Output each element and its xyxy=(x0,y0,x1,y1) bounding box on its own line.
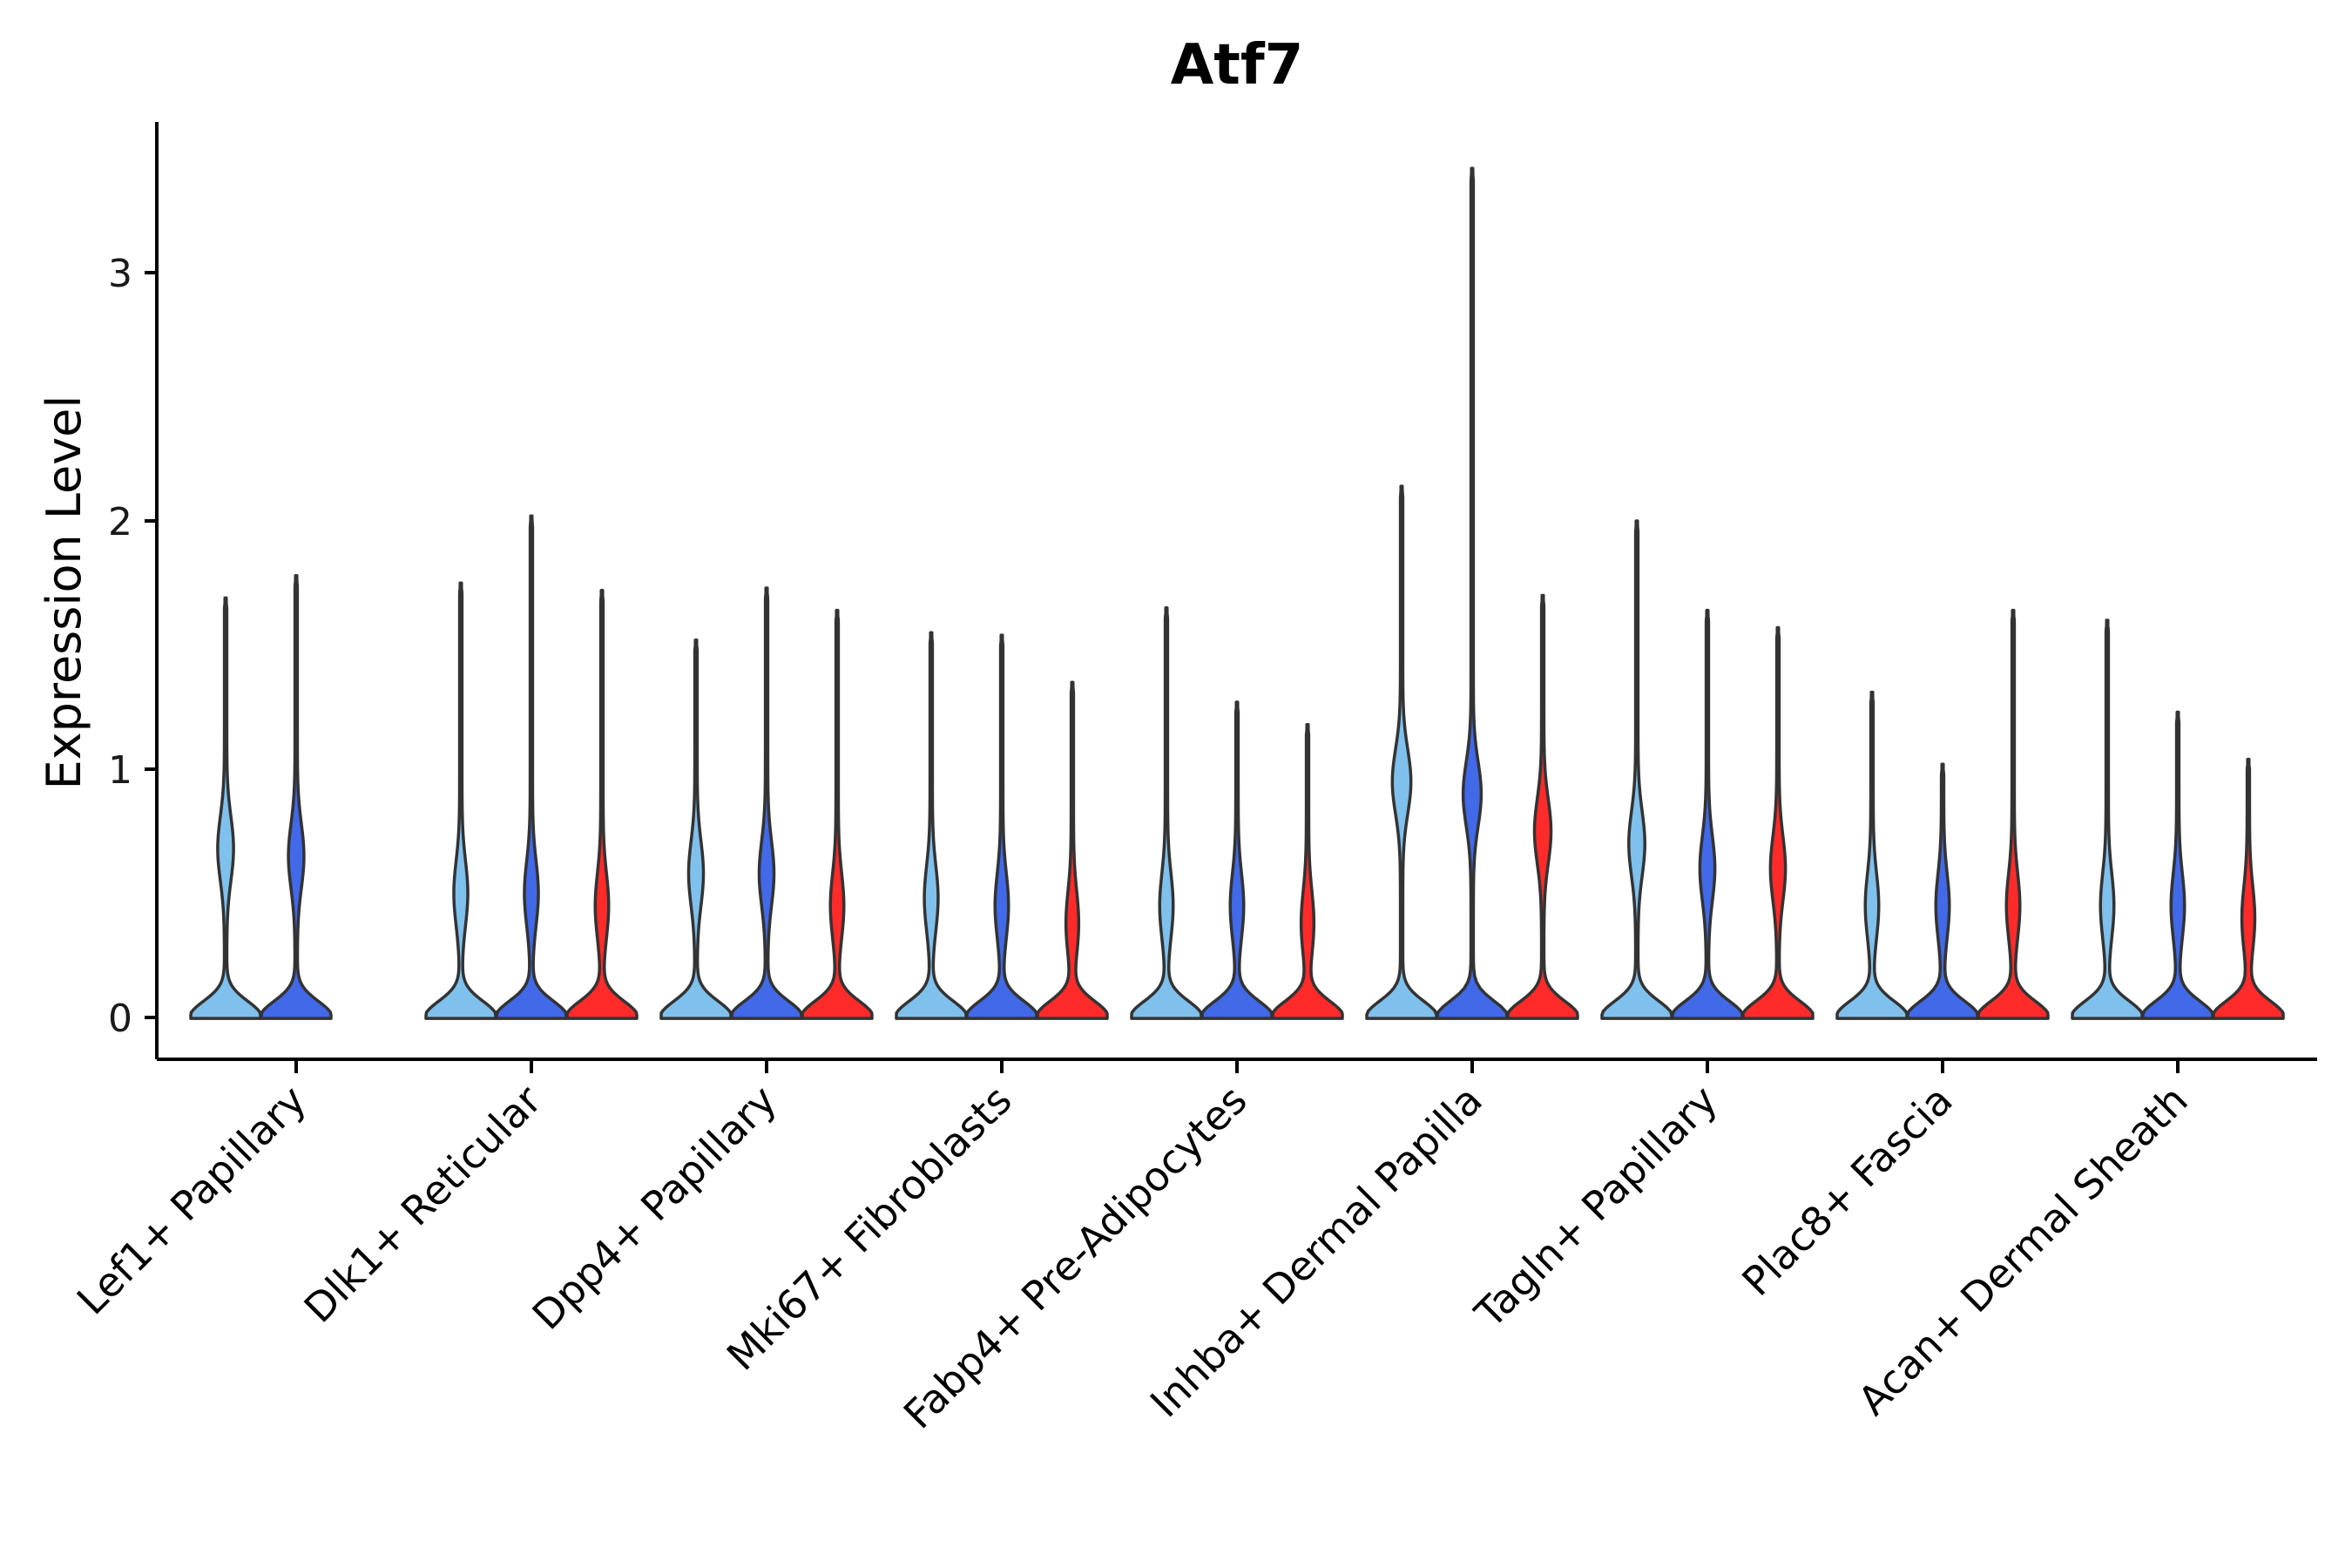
violin-7-2 xyxy=(1671,608,1744,1020)
x-tick-label: Tagln+ Papillary xyxy=(1465,1077,1727,1338)
violin-9-3 xyxy=(2212,757,2285,1020)
violin-6-3 xyxy=(1506,593,1579,1020)
y-tick-label: 1 xyxy=(108,748,132,793)
violin-5-2 xyxy=(1200,700,1274,1020)
violin-2-2 xyxy=(495,514,568,1020)
chart-title: Atf7 xyxy=(1171,33,1304,98)
y-tick-label: 0 xyxy=(108,997,132,1041)
violin-9-2 xyxy=(2141,710,2214,1020)
violin-5-3 xyxy=(1271,722,1344,1020)
violin-2-1 xyxy=(424,581,497,1020)
violin-8-1 xyxy=(1835,690,1909,1020)
x-tick-label: Plac8+ Fascia xyxy=(1733,1077,1961,1305)
x-tick-label: Dlk1+ Reticular xyxy=(295,1077,551,1332)
violin-2-3 xyxy=(565,589,639,1020)
x-tick-label: Dpp4+ Papillary xyxy=(524,1077,786,1339)
violin-7-3 xyxy=(1741,625,1815,1020)
violin-8-3 xyxy=(1977,608,2050,1020)
violin-7-1 xyxy=(1600,519,1673,1020)
violin-4-3 xyxy=(1036,680,1109,1020)
violin-3-3 xyxy=(801,608,874,1020)
violin-6-2 xyxy=(1436,166,1509,1020)
y-tick-label: 3 xyxy=(108,252,132,296)
violin-3-1 xyxy=(659,639,733,1020)
x-tick-label: Lef1+ Papillary xyxy=(68,1077,315,1324)
y-tick-label: 2 xyxy=(108,500,132,544)
violin-3-2 xyxy=(730,586,803,1020)
y-axis-label: Expression Level xyxy=(37,395,91,790)
violin-9-1 xyxy=(2071,618,2144,1020)
violin-8-2 xyxy=(1906,762,1979,1020)
violin-1-2 xyxy=(260,573,333,1020)
violin-5-1 xyxy=(1130,606,1203,1020)
violin-6-1 xyxy=(1365,484,1438,1020)
violin-4-1 xyxy=(895,631,968,1020)
y-axis: 0 1 2 3 xyxy=(108,122,159,1059)
violin-4-2 xyxy=(965,633,1038,1020)
violin-layer xyxy=(189,166,2285,1020)
violin-1-1 xyxy=(189,596,262,1020)
